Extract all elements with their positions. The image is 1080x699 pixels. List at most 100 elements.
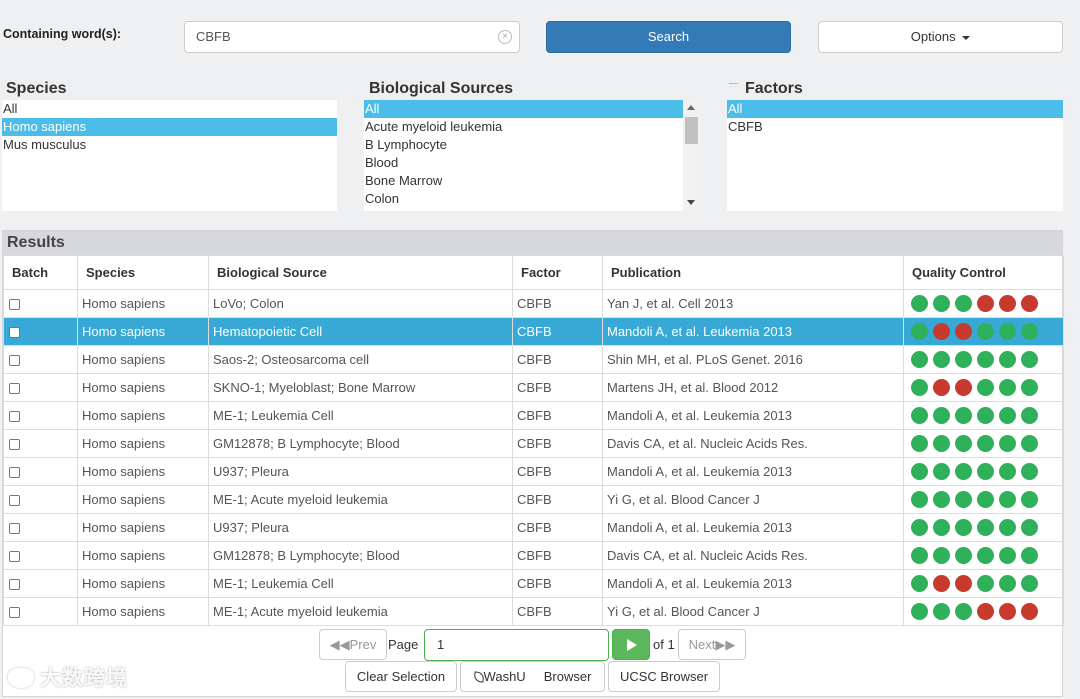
batch-checkbox[interactable]	[9, 551, 20, 563]
options-button[interactable]: Options	[818, 21, 1063, 53]
qc-fail-icon	[1021, 603, 1038, 620]
table-row[interactable]: Homo sapiens LoVo; Colon CBFB Yan J, et al.…	[3, 289, 1064, 318]
batch-checkbox[interactable]	[9, 299, 20, 311]
collapse-icon[interactable]	[729, 83, 738, 87]
qc-fail-icon	[977, 603, 994, 620]
factors-list[interactable]: All CBFB	[727, 100, 1063, 136]
batch-cell	[3, 569, 78, 598]
publication-cell: Mandoli A, et al. Leukemia 2013	[602, 317, 904, 346]
table-row[interactable]: Homo sapiens Hematopoietic Cell CBFB Mandol…	[3, 317, 1064, 346]
scrollbar[interactable]	[683, 100, 700, 211]
qc-pass-icon	[977, 407, 994, 424]
species-option[interactable]: Homo sapiens	[2, 118, 337, 136]
species-list[interactable]: All Homo sapiens Mus musculus	[2, 100, 337, 154]
quality-control-cell	[903, 373, 1064, 402]
publication-cell: Mandoli A, et al. Leukemia 2013	[602, 569, 904, 598]
results-panel: Results Batch Species Biological Source Fac…	[2, 230, 1064, 697]
biological-source-option[interactable]: Blood	[365, 155, 399, 170]
table-row[interactable]: Homo sapiens ME-1; Acute myeloid leukemia…	[3, 597, 1064, 626]
qc-pass-icon	[1021, 575, 1038, 592]
biological-source-option[interactable]: Bone Marrow	[365, 173, 443, 188]
table-row[interactable]: Homo sapiens Saos-2; Osteosarcoma cell CBF…	[3, 345, 1064, 374]
quality-control-cell	[903, 597, 1064, 626]
batch-cell	[3, 373, 78, 402]
batch-checkbox[interactable]	[9, 579, 20, 591]
search-input-field[interactable]	[196, 29, 489, 44]
table-row[interactable]: Homo sapiens ME-1; Leukemia Cell CBFB Mando…	[3, 569, 1064, 598]
qc-pass-icon	[977, 463, 994, 480]
batch-checkbox[interactable]	[9, 439, 20, 451]
column-header-publication[interactable]: Publication	[602, 255, 904, 290]
biological-source-option[interactable]: Acute myeloid leukemia	[365, 119, 503, 134]
batch-checkbox[interactable]	[9, 523, 20, 535]
search-input[interactable]: ×	[184, 21, 520, 53]
qc-pass-icon	[999, 547, 1016, 564]
column-header-factor[interactable]: Factor	[512, 255, 603, 290]
page-number-input[interactable]: 1	[424, 629, 609, 661]
batch-checkbox[interactable]	[9, 467, 20, 479]
biological-source-cell: Saos-2; Osteosarcoma cell	[208, 345, 513, 374]
washu-browser-button[interactable]: WashU Browser	[460, 661, 605, 692]
batch-checkbox[interactable]	[9, 607, 20, 619]
species-cell: Homo sapiens	[77, 401, 209, 430]
factor-cell: CBFB	[512, 457, 603, 486]
biological-sources-list[interactable]: All Acute myeloid leukemia B Lymphocyte Blo…	[364, 100, 683, 208]
factor-option[interactable]: All	[727, 100, 1063, 118]
scroll-thumb[interactable]	[685, 117, 698, 144]
factor-cell: CBFB	[512, 429, 603, 458]
biological-source-cell: ME-1; Acute myeloid leukemia	[208, 597, 513, 626]
quality-control-cell	[903, 345, 1064, 374]
publication-cell: Yan J, et al. Cell 2013	[602, 289, 904, 318]
qc-pass-icon	[933, 351, 950, 368]
clear-icon[interactable]: ×	[498, 30, 512, 44]
batch-checkbox[interactable]	[9, 383, 20, 395]
quality-control-cell	[903, 569, 1064, 598]
column-header-biological-source[interactable]: Biological Source	[208, 255, 513, 290]
clear-selection-button[interactable]: Clear Selection	[345, 661, 457, 692]
qc-fail-icon	[933, 323, 950, 340]
biological-source-cell: U937; Pleura	[208, 513, 513, 542]
species-option[interactable]: Mus musculus	[3, 137, 87, 152]
table-row[interactable]: Homo sapiens SKNO-1; Myeloblast; Bone Mar…	[3, 373, 1064, 402]
qc-pass-icon	[1021, 323, 1038, 340]
qc-pass-icon	[911, 519, 928, 536]
scroll-up-icon[interactable]	[687, 105, 695, 110]
biological-source-option[interactable]: Colon	[365, 191, 399, 206]
column-header-species[interactable]: Species	[77, 255, 209, 290]
qc-pass-icon	[911, 463, 928, 480]
quality-control-cell	[903, 401, 1064, 430]
publication-cell: Yi G, et al. Blood Cancer J	[602, 485, 904, 514]
factor-cell: CBFB	[512, 401, 603, 430]
species-cell: Homo sapiens	[77, 457, 209, 486]
column-header-batch[interactable]: Batch	[3, 255, 78, 290]
factor-option[interactable]: CBFB	[728, 119, 763, 134]
qc-pass-icon	[955, 603, 972, 620]
quality-control-cell	[903, 485, 1064, 514]
biological-source-option[interactable]: B Lymphocyte	[365, 137, 447, 152]
qc-pass-icon	[1021, 435, 1038, 452]
batch-cell	[3, 513, 78, 542]
biological-sources-title: Biological Sources	[364, 78, 700, 100]
table-row[interactable]: Homo sapiens GM12878; B Lymphocyte; Blood…	[3, 429, 1064, 458]
table-row[interactable]: Homo sapiens GM12878; B Lymphocyte; Blood…	[3, 541, 1064, 570]
column-header-quality-control[interactable]: Quality Control	[903, 255, 1064, 290]
table-row[interactable]: Homo sapiens U937; Pleura CBFB Mandoli A, e…	[3, 513, 1064, 542]
ucsc-browser-button[interactable]: UCSC Browser	[608, 661, 720, 692]
batch-checkbox[interactable]	[9, 495, 20, 507]
go-page-button[interactable]	[612, 629, 650, 660]
scroll-down-icon[interactable]	[687, 200, 695, 205]
batch-checkbox[interactable]	[9, 355, 20, 367]
batch-checkbox[interactable]	[9, 411, 20, 423]
table-row[interactable]: Homo sapiens ME-1; Leukemia Cell CBFB Mando…	[3, 401, 1064, 430]
search-button[interactable]: Search	[546, 21, 791, 53]
batch-checkbox[interactable]	[9, 327, 20, 339]
table-row[interactable]: Homo sapiens U937; Pleura CBFB Mandoli A, e…	[3, 457, 1064, 486]
species-cell: Homo sapiens	[77, 317, 209, 346]
species-option[interactable]: All	[3, 101, 18, 116]
page-label: Page	[388, 637, 419, 652]
next-button[interactable]: Next▶▶	[678, 629, 746, 660]
biological-source-option[interactable]: All	[364, 100, 683, 118]
table-row[interactable]: Homo sapiens ME-1; Acute myeloid leukemia…	[3, 485, 1064, 514]
prev-button[interactable]: ◀◀Prev	[319, 629, 387, 660]
qc-pass-icon	[955, 463, 972, 480]
